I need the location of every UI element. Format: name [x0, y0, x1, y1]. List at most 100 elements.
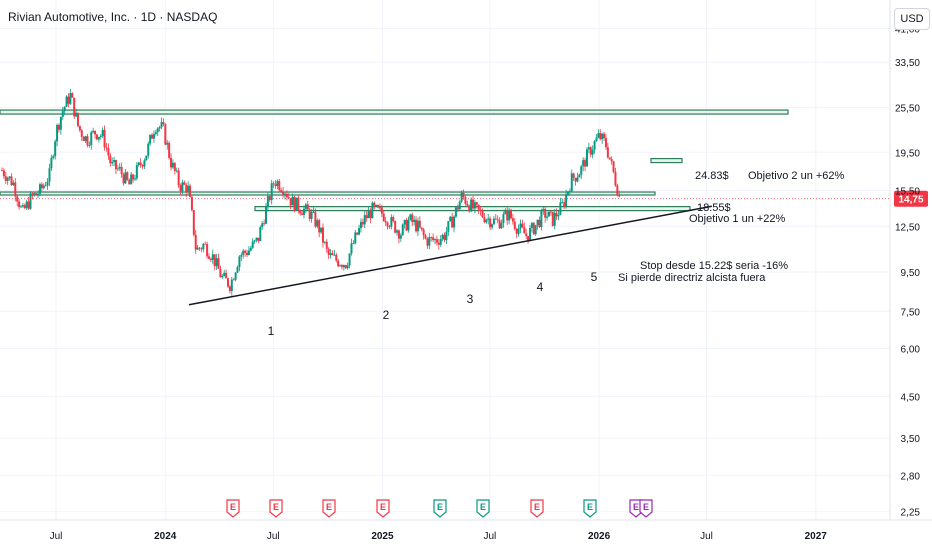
- candle-body: [561, 202, 564, 204]
- candle-body: [171, 162, 174, 168]
- candle-body: [466, 203, 469, 206]
- earnings-marker-label: E: [230, 502, 236, 512]
- candle-body: [35, 193, 38, 195]
- candle-body: [1, 170, 3, 172]
- candle-body: [128, 179, 131, 185]
- candle-body: [46, 181, 49, 186]
- candle-body: [198, 247, 201, 249]
- candle-body: [306, 204, 309, 210]
- candle-body: [204, 243, 207, 245]
- candle-body: [57, 125, 60, 130]
- candle-body: [536, 219, 539, 226]
- candle-body: [122, 174, 125, 184]
- candle-body: [101, 129, 104, 136]
- price-tick-label: 25,50: [895, 104, 920, 115]
- target1-zone: [650, 157, 683, 164]
- candle-body: [473, 202, 476, 209]
- price-tick-label: 12,50: [895, 222, 920, 233]
- candle-body: [38, 184, 41, 194]
- candle-body: [147, 143, 150, 156]
- candle-body: [492, 218, 495, 225]
- candle-body: [86, 136, 89, 146]
- candle-body: [69, 93, 72, 104]
- time-tick-label: Jul: [483, 531, 496, 542]
- candle-body: [304, 204, 307, 209]
- time-tick-label: Jul: [267, 531, 280, 542]
- earnings-marker-label: E: [273, 502, 279, 512]
- candle-body: [259, 226, 262, 242]
- candle-body: [553, 212, 556, 226]
- candle-body: [276, 181, 279, 186]
- candle-body: [500, 223, 503, 229]
- candle-body: [616, 185, 619, 196]
- candle-body: [589, 147, 592, 155]
- candle-body: [12, 182, 15, 186]
- candle-body: [196, 247, 199, 250]
- touch-point-5: 5: [591, 270, 598, 284]
- touch-point-2: 2: [383, 308, 390, 322]
- symbol-title: Rivian Automotive, Inc. · 1D · NASDAQ: [8, 10, 218, 24]
- candle-body: [447, 221, 450, 232]
- candle-body: [177, 170, 180, 186]
- candle-body: [137, 162, 140, 166]
- candle-body: [65, 96, 68, 107]
- candle-body: [29, 193, 32, 209]
- price-tick-label: 4,50: [901, 392, 921, 403]
- candle-body: [95, 134, 98, 140]
- candle-body: [295, 197, 298, 211]
- candle-body: [439, 239, 442, 245]
- candle-body: [133, 178, 136, 180]
- candle-body: [373, 202, 376, 207]
- candle-body: [454, 207, 457, 217]
- candle-body: [487, 218, 490, 220]
- candle-body: [118, 166, 121, 169]
- candle-body: [301, 213, 304, 215]
- price-tick-label: 15,50: [895, 186, 920, 197]
- candle-body: [574, 177, 577, 182]
- candle-body: [61, 111, 64, 117]
- candle-body: [348, 253, 351, 266]
- candle-body: [405, 219, 408, 231]
- candle-body: [88, 145, 91, 146]
- stop-label: Stop desde 15.22$ seria -16%: [640, 260, 788, 272]
- candle-body: [498, 220, 501, 229]
- candle-body: [350, 243, 353, 254]
- candle-body: [151, 134, 154, 139]
- candle-body: [278, 181, 281, 191]
- candle-body: [477, 204, 480, 210]
- candle-body: [48, 168, 51, 182]
- candle-body: [314, 211, 317, 227]
- candle-body: [432, 237, 435, 241]
- candle-body: [426, 238, 429, 246]
- candle-body: [525, 233, 528, 237]
- candle-body: [44, 185, 47, 187]
- candle-body: [217, 258, 220, 269]
- candle-body: [156, 128, 159, 133]
- earnings-marker-label: E: [437, 502, 443, 512]
- touch-point-1: 1: [268, 324, 275, 338]
- candle-body: [445, 231, 448, 241]
- time-tick-label: Jul: [50, 531, 63, 542]
- candle-body: [320, 227, 323, 233]
- candle-body: [268, 196, 271, 201]
- candle-body: [299, 210, 302, 214]
- candle-body: [380, 207, 383, 214]
- candle-body: [116, 168, 119, 170]
- candle-body: [491, 224, 494, 228]
- candle-body: [2, 170, 5, 177]
- candle-body: [75, 112, 78, 117]
- candle-body: [352, 243, 355, 245]
- candle-body: [578, 174, 581, 178]
- candle-body: [547, 211, 550, 217]
- candle-body: [361, 221, 364, 225]
- candle-body: [394, 221, 397, 233]
- currency-button[interactable]: USD: [894, 8, 930, 30]
- candle-body: [527, 236, 530, 241]
- candle-body: [291, 196, 294, 206]
- candle-body: [234, 272, 237, 280]
- candle-body: [403, 219, 406, 225]
- candle-body: [247, 250, 250, 255]
- candle-body: [223, 272, 226, 276]
